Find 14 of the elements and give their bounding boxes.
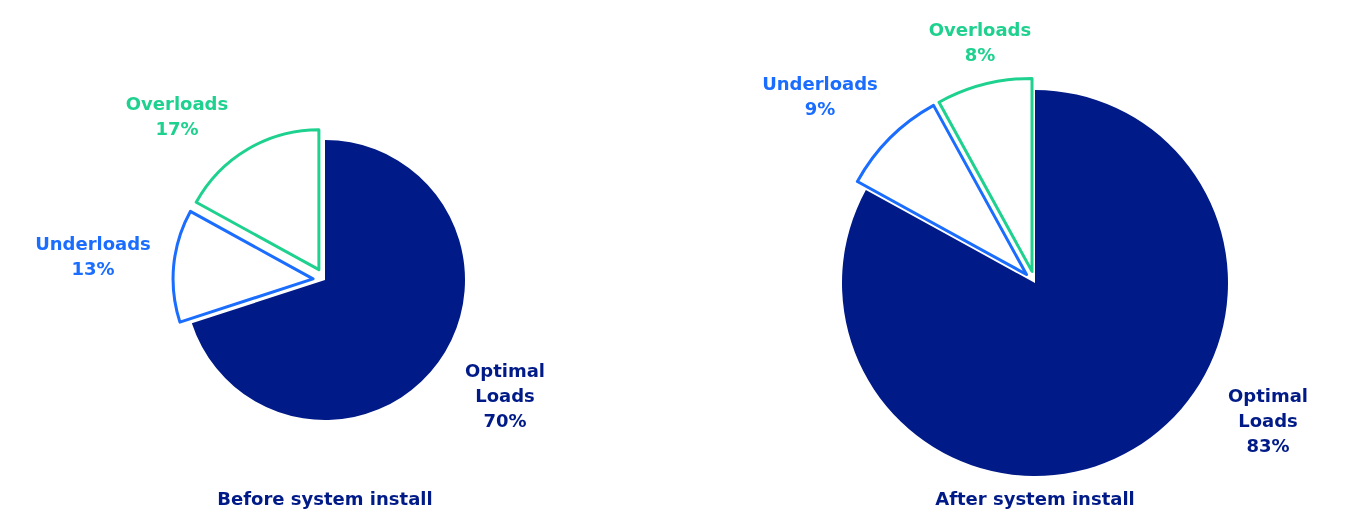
text: Before system install [217,488,433,509]
data-label: 9% [804,97,836,119]
slice-label: Overloads [125,92,229,114]
text: After system install [935,488,1135,509]
data-label: 17% [155,117,199,139]
data-label: 83% [1246,435,1290,456]
slice-label: Optimal Loads [464,360,546,406]
data-label: 8% [964,43,996,65]
slice-label: Underloads [762,72,878,94]
data-label: 13% [71,257,115,279]
slice-label: Underloads [35,232,151,254]
slice-label: Optimal Loads [1227,385,1309,431]
slice-label: Overloads [928,18,1032,40]
data-label: 70% [483,410,527,431]
